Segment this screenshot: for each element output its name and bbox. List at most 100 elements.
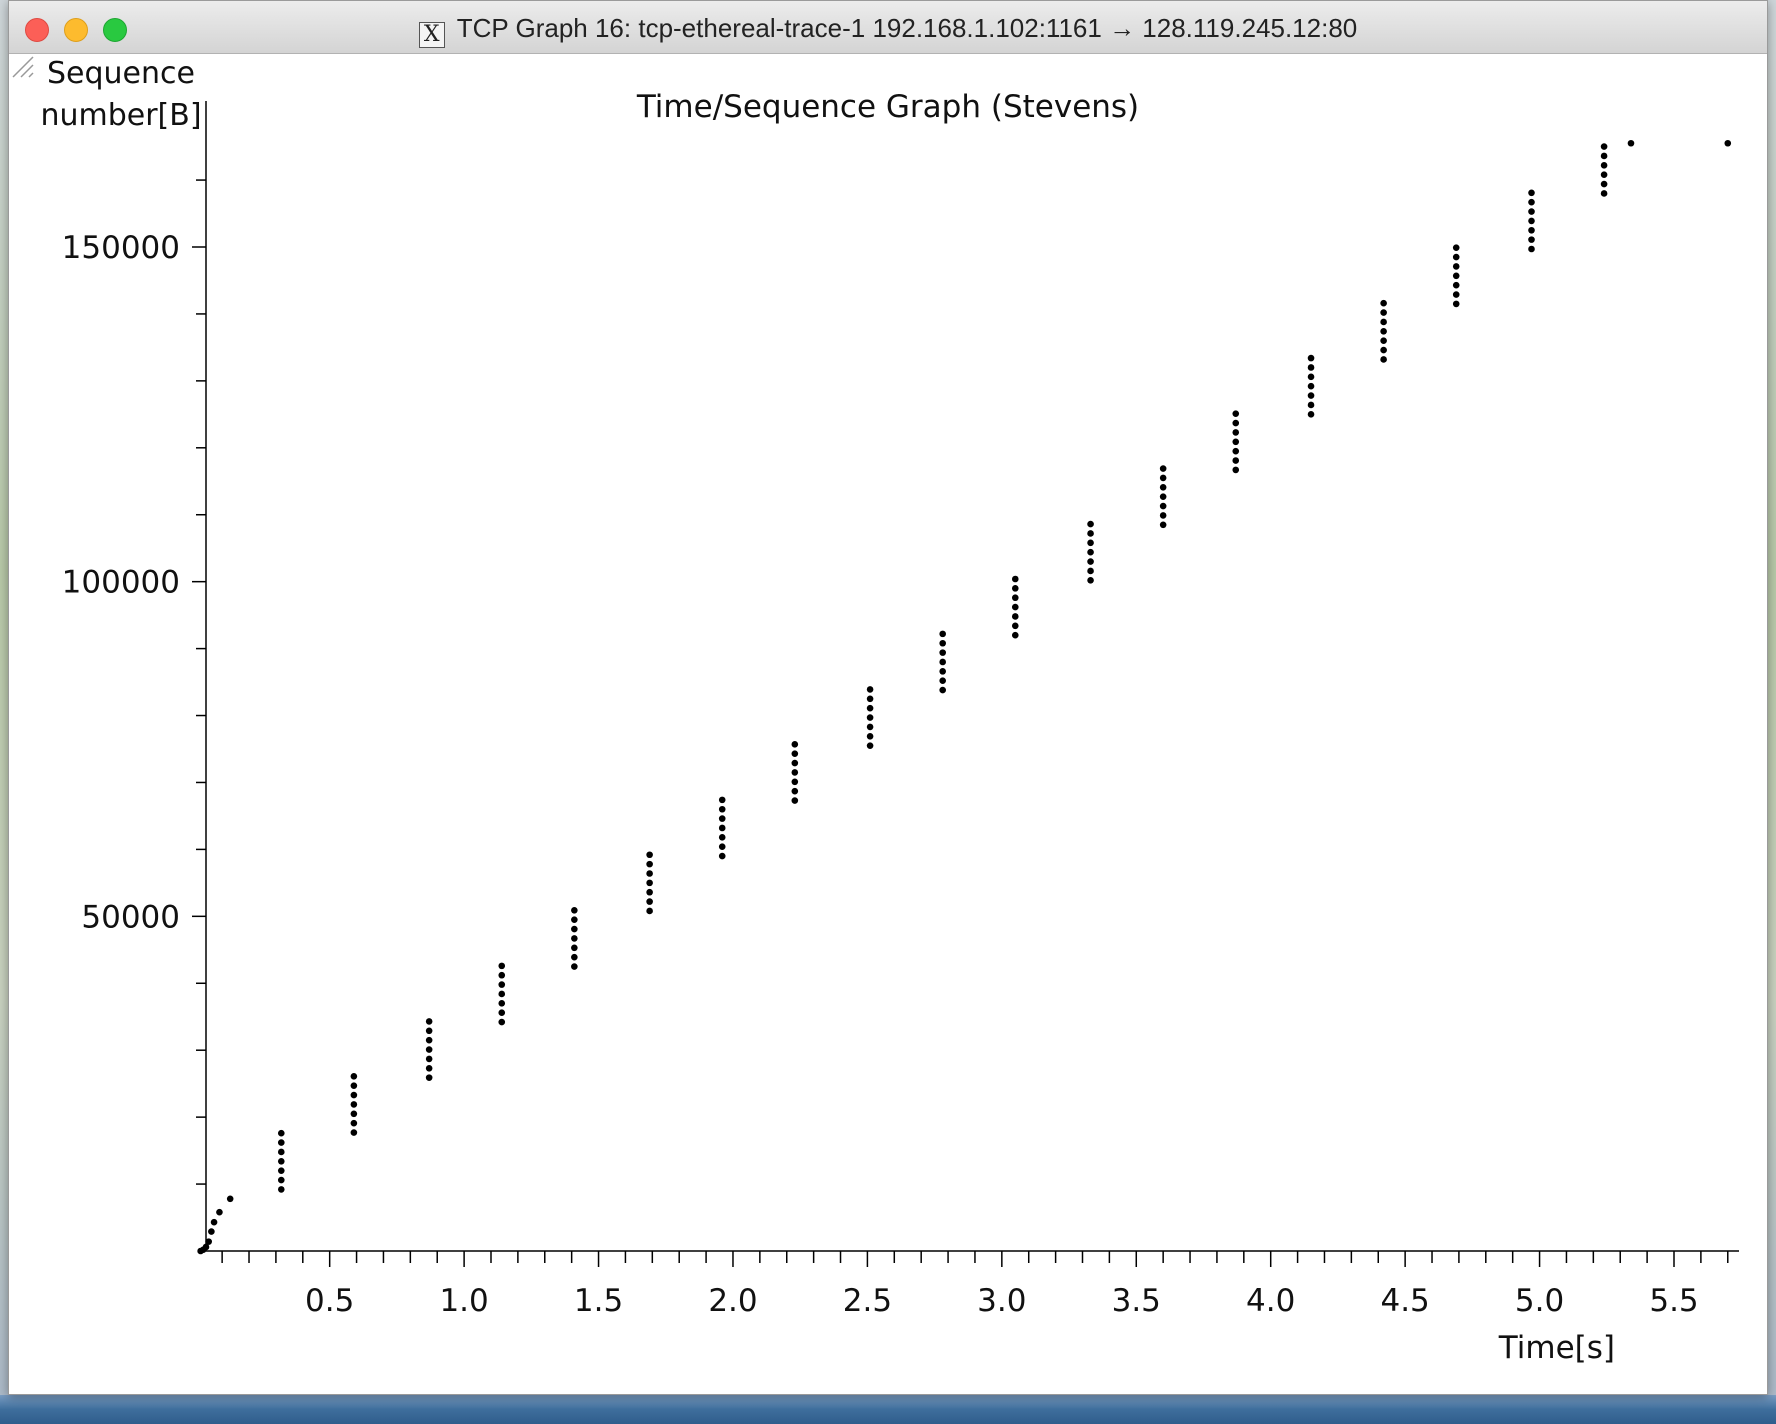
data-point bbox=[791, 778, 799, 786]
data-point bbox=[1011, 594, 1019, 602]
data-point bbox=[646, 898, 653, 905]
data-point bbox=[646, 907, 653, 915]
data-point bbox=[939, 630, 946, 638]
data-point bbox=[1011, 575, 1019, 583]
data-point bbox=[210, 1218, 218, 1226]
y-tick-label: 50000 bbox=[81, 899, 180, 935]
data-point bbox=[939, 649, 946, 656]
data-point bbox=[1528, 217, 1535, 225]
data-point bbox=[1307, 392, 1315, 399]
x-tick-label: 4.5 bbox=[1380, 1283, 1429, 1319]
data-point bbox=[1307, 401, 1315, 409]
data-point bbox=[791, 769, 799, 776]
x-tick-label: 1.0 bbox=[439, 1283, 488, 1319]
data-point bbox=[1452, 281, 1460, 289]
data-point bbox=[1452, 253, 1460, 261]
data-point bbox=[1087, 548, 1094, 556]
data-point bbox=[1087, 558, 1094, 565]
data-point bbox=[1528, 245, 1535, 253]
data-point bbox=[277, 1129, 285, 1137]
data-point bbox=[1087, 530, 1094, 537]
y-tick-label: 150000 bbox=[62, 230, 180, 266]
data-point bbox=[1307, 382, 1315, 390]
resize-grip-icon[interactable] bbox=[9, 53, 35, 79]
data-point bbox=[1232, 447, 1240, 455]
data-point bbox=[498, 971, 506, 979]
data-point bbox=[866, 695, 874, 703]
data-point bbox=[1600, 143, 1608, 150]
data-point bbox=[498, 981, 506, 988]
data-point bbox=[1159, 502, 1167, 510]
data-point bbox=[1600, 171, 1608, 179]
data-point bbox=[791, 741, 799, 748]
data-point bbox=[277, 1186, 285, 1193]
data-point bbox=[571, 944, 578, 952]
data-point bbox=[1452, 263, 1460, 270]
data-point bbox=[498, 1000, 506, 1007]
data-point bbox=[1232, 410, 1240, 417]
title-bar[interactable]: X TCP Graph 16: tcp-ethereal-trace-1 192.… bbox=[9, 1, 1767, 54]
data-point bbox=[1600, 152, 1608, 160]
data-point bbox=[1232, 438, 1240, 446]
chart-title: Time/Sequence Graph (Stevens) bbox=[636, 89, 1140, 125]
data-point bbox=[718, 843, 726, 851]
data-point bbox=[1380, 299, 1387, 307]
data-point bbox=[277, 1158, 285, 1165]
background-desktop-strip bbox=[0, 1395, 1776, 1424]
data-point bbox=[425, 1046, 433, 1053]
data-point bbox=[350, 1101, 358, 1108]
data-point bbox=[1307, 373, 1315, 381]
data-point bbox=[1011, 585, 1019, 592]
data-point bbox=[1159, 483, 1167, 491]
zoom-button[interactable] bbox=[103, 18, 127, 42]
data-point bbox=[350, 1119, 358, 1127]
data-point bbox=[1159, 474, 1167, 482]
data-point bbox=[1528, 189, 1535, 197]
data-point bbox=[571, 925, 578, 933]
data-point bbox=[1627, 139, 1635, 147]
data-point bbox=[866, 714, 874, 721]
data-point bbox=[1380, 328, 1387, 335]
data-point bbox=[571, 963, 578, 970]
data-point bbox=[1011, 603, 1019, 611]
data-point bbox=[646, 888, 653, 896]
data-point bbox=[1452, 300, 1460, 308]
data-point bbox=[1452, 244, 1460, 251]
plot-area[interactable]: 50000 100000 150000 0.5 1.0 1.5 2.0 2.5 3.0 3.5 4.… bbox=[9, 53, 1767, 1394]
graph-canvas[interactable]: Sequence number[B] Time/Sequence Graph (… bbox=[9, 53, 1767, 1394]
data-point bbox=[718, 834, 726, 841]
data-point bbox=[939, 668, 946, 675]
data-point bbox=[226, 1195, 234, 1203]
data-point bbox=[571, 907, 578, 914]
data-point bbox=[350, 1073, 358, 1080]
data-point bbox=[1600, 180, 1608, 188]
x-tick-label: 5.5 bbox=[1649, 1283, 1698, 1319]
data-point bbox=[791, 797, 799, 804]
minimize-button[interactable] bbox=[64, 18, 88, 42]
data-point bbox=[939, 677, 946, 685]
data-point bbox=[1011, 613, 1019, 620]
x-tick-label: 0.5 bbox=[305, 1283, 354, 1319]
data-point bbox=[216, 1208, 223, 1216]
data-point bbox=[1232, 419, 1240, 427]
data-point bbox=[1307, 354, 1315, 362]
data-point bbox=[571, 916, 578, 923]
data-point bbox=[1087, 539, 1094, 547]
data-point bbox=[1011, 622, 1019, 630]
data-point bbox=[939, 658, 946, 666]
x-tick-label: 1.5 bbox=[574, 1283, 623, 1319]
data-point bbox=[498, 990, 506, 998]
data-point bbox=[646, 870, 653, 877]
data-point bbox=[1159, 493, 1167, 500]
x-tick-label: 3.5 bbox=[1112, 1283, 1161, 1319]
data-point bbox=[866, 686, 874, 693]
data-point bbox=[866, 732, 874, 740]
data-point bbox=[208, 1228, 215, 1235]
data-point bbox=[646, 851, 653, 859]
data-point bbox=[1380, 337, 1387, 345]
close-button[interactable] bbox=[25, 18, 49, 42]
x-tick-label: 3.0 bbox=[977, 1283, 1026, 1319]
x-axis-label: Time[s] bbox=[1498, 1330, 1615, 1366]
data-point bbox=[1600, 190, 1608, 197]
data-point bbox=[1087, 567, 1094, 575]
